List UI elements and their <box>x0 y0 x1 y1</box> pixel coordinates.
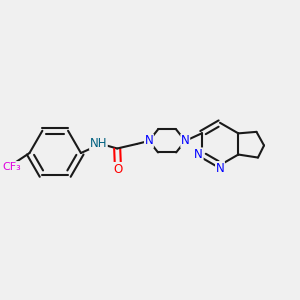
Text: NH: NH <box>90 137 107 150</box>
Text: N: N <box>194 148 203 161</box>
Text: N: N <box>216 162 224 175</box>
Text: CF₃: CF₃ <box>2 162 21 172</box>
Text: O: O <box>113 163 122 176</box>
Text: N: N <box>145 134 153 147</box>
Text: N: N <box>181 134 190 147</box>
